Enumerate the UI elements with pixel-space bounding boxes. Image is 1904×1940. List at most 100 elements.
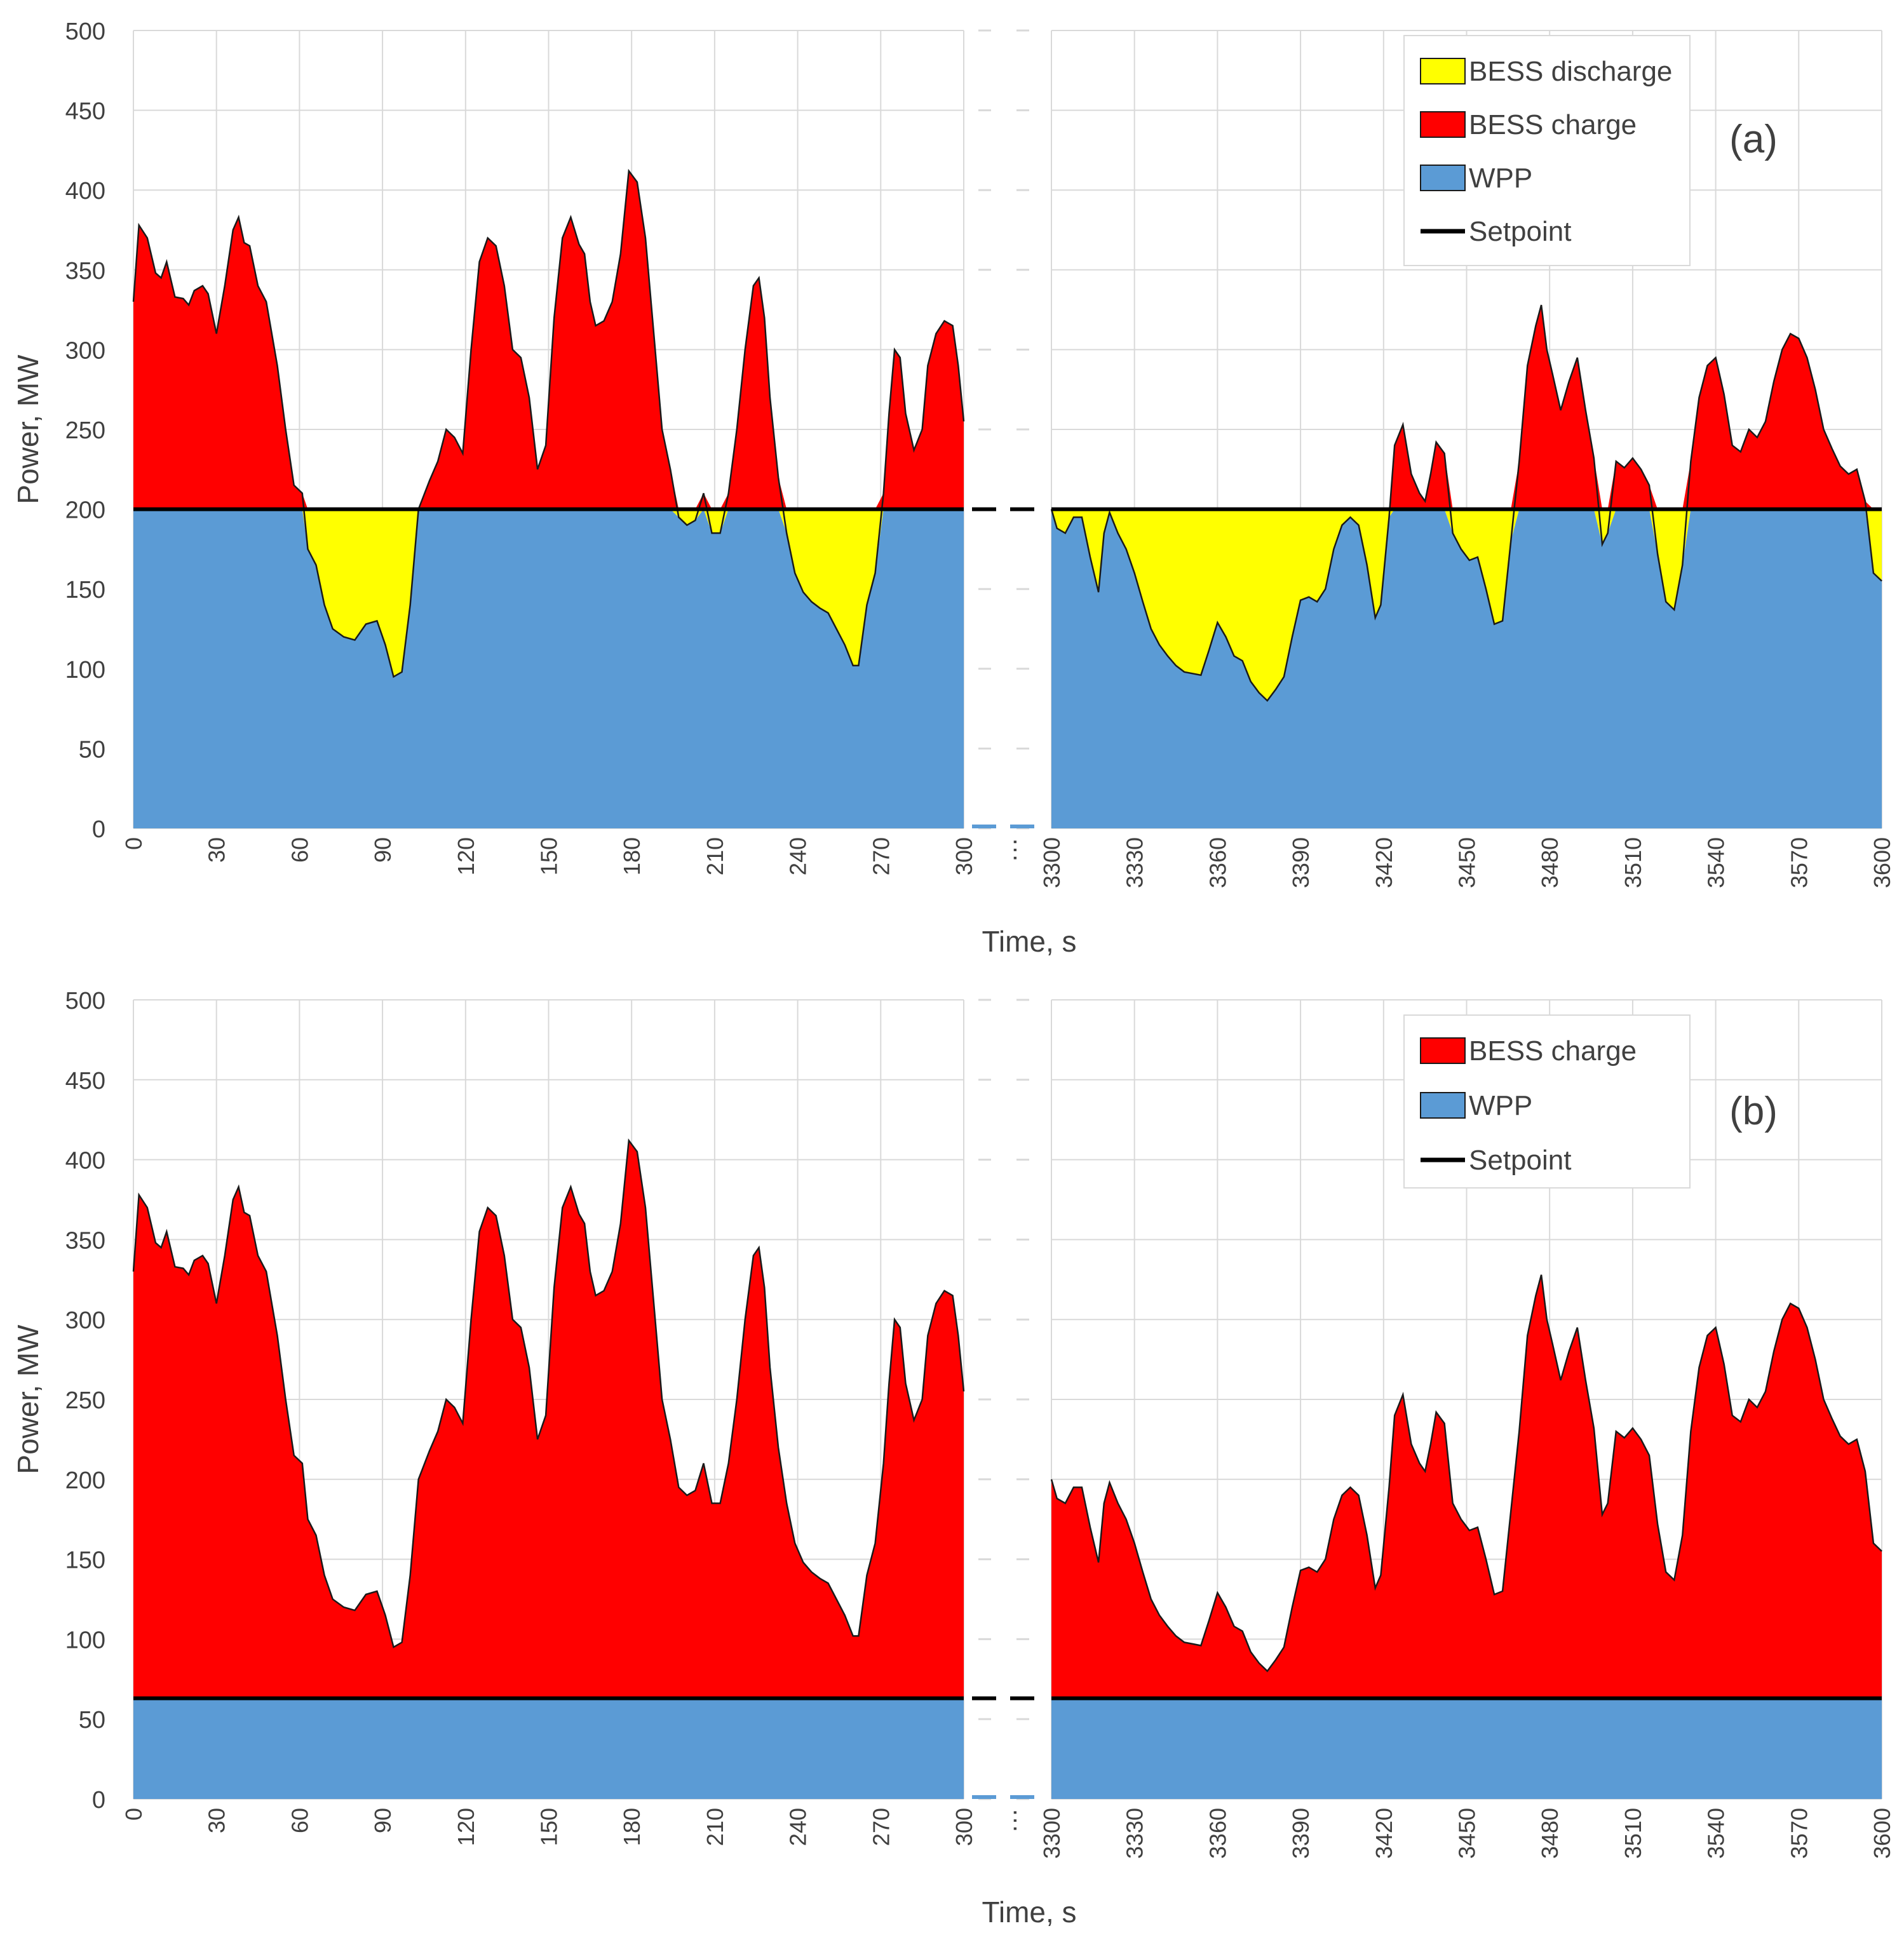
x-tick-label: 210 bbox=[702, 1808, 728, 1846]
y-axis-title: Power, MW bbox=[11, 1324, 44, 1474]
wpp-area bbox=[133, 1698, 964, 1799]
y-tick-label: 400 bbox=[65, 178, 105, 205]
x-tick-label: 0 bbox=[121, 837, 147, 850]
x-axis-title: Time, s bbox=[982, 925, 1076, 958]
y-tick-label: 150 bbox=[65, 1547, 105, 1574]
area-series bbox=[132, 168, 1882, 828]
x-tick-label: 3360 bbox=[1205, 1808, 1231, 1859]
x-tick-label: 3510 bbox=[1620, 1808, 1646, 1859]
x-tick-label: 90 bbox=[370, 837, 396, 863]
wpp-area bbox=[133, 509, 964, 828]
x-tick-label: 30 bbox=[204, 1808, 230, 1833]
x-axis: 0 30 60 90 120 150 180 210 240 270 300 3300 3330 3360… bbox=[121, 1808, 1895, 1929]
x-tick-label: 3570 bbox=[1786, 1808, 1812, 1859]
x-tick-label: 3600 bbox=[1869, 1808, 1895, 1859]
y-axis-title: Power, MW bbox=[11, 354, 44, 504]
y-tick-label: 250 bbox=[65, 417, 105, 444]
bess-charge-area bbox=[1051, 1274, 1882, 1699]
x-tick-label: 3450 bbox=[1454, 837, 1480, 888]
x-tick-label: 240 bbox=[785, 837, 811, 875]
x-tick-label: 3390 bbox=[1288, 837, 1314, 888]
y-tick-label: 50 bbox=[79, 1707, 105, 1734]
x-tick-label: 150 bbox=[536, 837, 562, 875]
y-axis: 0 50 100 150 200 250 300 350 400 450 500 Power, MW bbox=[11, 988, 105, 1814]
legend-swatch bbox=[1420, 1037, 1466, 1064]
x-tick-label: 3390 bbox=[1288, 1808, 1314, 1859]
legend-swatch bbox=[1420, 165, 1466, 191]
x-tick-label: 180 bbox=[619, 837, 645, 875]
x-tick-label: 300 bbox=[951, 1808, 977, 1846]
bess-charge-area bbox=[133, 171, 964, 509]
y-tick-label: 300 bbox=[65, 1307, 105, 1334]
y-tick-label: 500 bbox=[65, 988, 105, 1014]
panel-label: (a) bbox=[1729, 118, 1778, 161]
legend-label: BESS charge bbox=[1469, 1035, 1637, 1067]
x-tick-label: 3480 bbox=[1537, 1808, 1563, 1859]
wpp-area bbox=[1051, 509, 1882, 828]
y-tick-label: 150 bbox=[65, 577, 105, 603]
y-tick-label: 50 bbox=[79, 736, 105, 763]
y-tick-label: 350 bbox=[65, 1227, 105, 1254]
x-tick-label: 3330 bbox=[1122, 1808, 1148, 1859]
x-axis: 0 30 60 90 120 150 180 210 240 270 300 3300 3330 3360… bbox=[121, 837, 1895, 958]
y-tick-label: 100 bbox=[65, 1627, 105, 1654]
x-tick-label: 3420 bbox=[1371, 837, 1397, 888]
bess-discharge-area bbox=[1051, 509, 1882, 701]
wind-power-outline bbox=[132, 168, 965, 678]
x-tick-label: 3540 bbox=[1703, 837, 1729, 888]
bess-charge-area bbox=[133, 1140, 964, 1699]
y-tick-label: 100 bbox=[65, 657, 105, 684]
legend-label: Setpoint bbox=[1469, 1145, 1571, 1176]
bess-charge-area bbox=[1051, 305, 1882, 509]
bess-discharge-area bbox=[133, 509, 964, 677]
x-tick-label: 3480 bbox=[1537, 837, 1563, 888]
x-tick-label: 120 bbox=[453, 837, 479, 875]
x-tick-label: 3360 bbox=[1205, 837, 1231, 888]
y-tick-label: 200 bbox=[65, 497, 105, 524]
wind-power-outline bbox=[132, 1138, 965, 1648]
x-tick-label: 30 bbox=[204, 837, 230, 863]
area-series bbox=[132, 1138, 1882, 1799]
x-tick-label: 180 bbox=[619, 1808, 645, 1846]
legend-label: WPP bbox=[1469, 1090, 1532, 1121]
x-tick-label: 150 bbox=[536, 1808, 562, 1846]
legend: BESS discharge BESS charge WPP Setpoint bbox=[1403, 35, 1691, 266]
y-tick-label: 200 bbox=[65, 1467, 105, 1494]
legend-label: WPP bbox=[1469, 163, 1532, 194]
x-tick-label: 90 bbox=[370, 1808, 396, 1833]
x-tick-label: 120 bbox=[453, 1808, 479, 1846]
y-tick-label: 0 bbox=[92, 1787, 105, 1814]
legend-label: BESS charge bbox=[1469, 109, 1637, 140]
x-tick-label: 3420 bbox=[1371, 1808, 1397, 1859]
y-tick-label: 300 bbox=[65, 337, 105, 364]
x-tick-label: 60 bbox=[287, 837, 313, 863]
panel-label: (b) bbox=[1729, 1089, 1778, 1133]
wpp-area bbox=[1051, 1698, 1882, 1799]
x-tick-label: 3450 bbox=[1454, 1808, 1480, 1859]
y-tick-label: 400 bbox=[65, 1148, 105, 1175]
legend-swatch bbox=[1420, 58, 1466, 84]
x-tick-label: 3600 bbox=[1869, 837, 1895, 888]
y-tick-label: 450 bbox=[65, 1068, 105, 1095]
axis-break-mark: … bbox=[994, 1808, 1022, 1833]
x-tick-label: 0 bbox=[121, 1808, 147, 1821]
x-tick-label: 3570 bbox=[1786, 837, 1812, 888]
y-axis: 0 50 100 150 200 250 300 350 400 450 500 Power, MW bbox=[11, 18, 105, 843]
wind-power-outline bbox=[1050, 1274, 1882, 1673]
y-tick-label: 450 bbox=[65, 98, 105, 125]
legend: BESS charge WPP Setpoint bbox=[1403, 1014, 1691, 1189]
legend-label: Setpoint bbox=[1469, 216, 1571, 247]
x-tick-label: 240 bbox=[785, 1808, 811, 1846]
y-tick-label: 0 bbox=[92, 816, 105, 843]
legend-swatch bbox=[1420, 1092, 1466, 1119]
x-tick-label: 3300 bbox=[1039, 1808, 1065, 1859]
x-axis-title: Time, s bbox=[982, 1896, 1076, 1929]
x-tick-label: 3540 bbox=[1703, 1808, 1729, 1859]
x-tick-label: 60 bbox=[287, 1808, 313, 1833]
x-tick-label: 270 bbox=[868, 1808, 894, 1846]
axis-break-mark: … bbox=[994, 837, 1022, 863]
y-tick-label: 350 bbox=[65, 258, 105, 285]
